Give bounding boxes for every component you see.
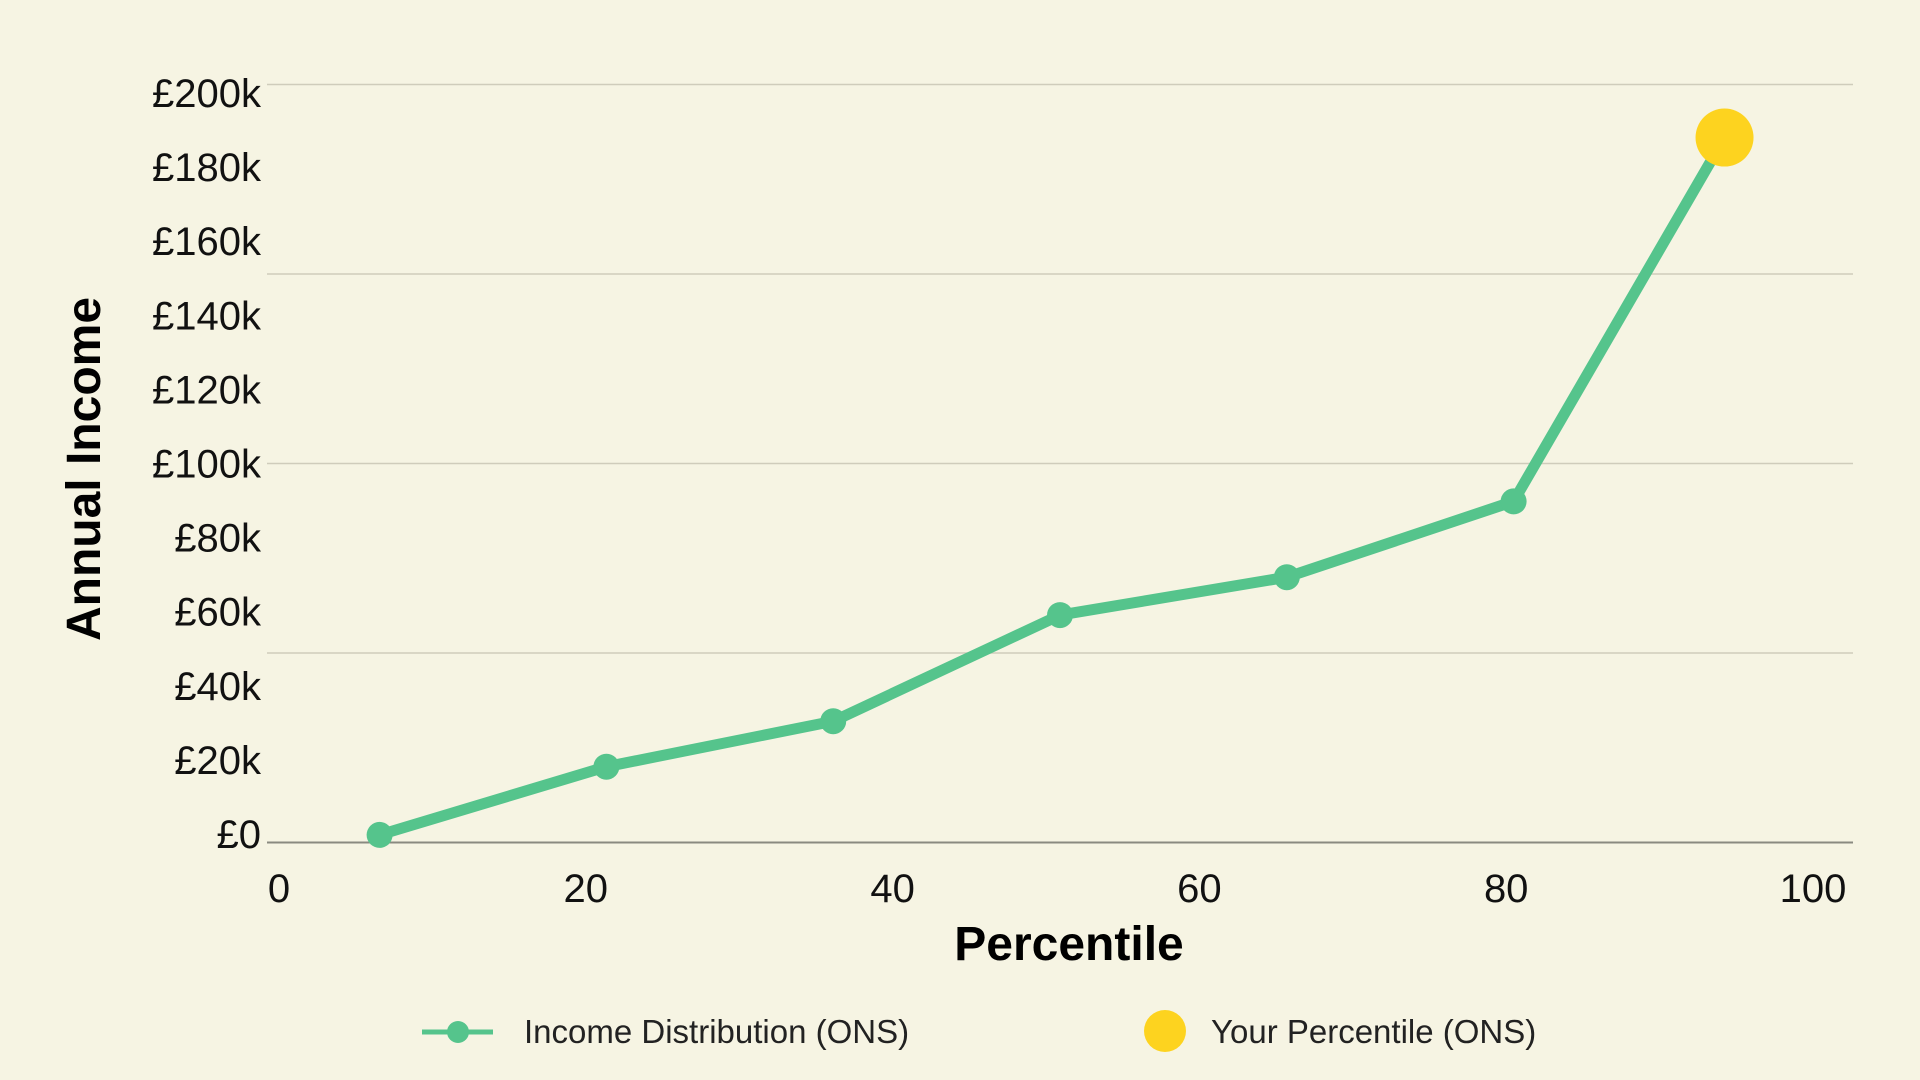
- legend: Income Distribution (ONS) Your Percentil…: [422, 1010, 1536, 1052]
- y-tick-label: £100k: [152, 443, 262, 487]
- y-axis-title: Annual Income: [58, 297, 111, 641]
- income-distribution-point[interactable]: [1273, 564, 1300, 591]
- series-layer: [366, 108, 1754, 848]
- legend-label: Your Percentile (ONS): [1211, 1013, 1536, 1050]
- x-tick-label: 100: [1780, 867, 1847, 911]
- x-tick-label: 0: [268, 867, 290, 911]
- y-tick-label: £40k: [174, 665, 262, 709]
- income-distribution-point[interactable]: [1047, 602, 1073, 629]
- income-distribution-point[interactable]: [820, 708, 847, 735]
- x-axis-ticks: 0 20 40 60 80 100: [268, 867, 1847, 911]
- legend-label: Income Distribution (ONS): [524, 1013, 909, 1050]
- y-axis-ticks: £200k £180k £160k £140k £120k £100k £80k £60k £4…: [152, 72, 262, 857]
- x-tick-label: 60: [1177, 867, 1222, 911]
- income-distribution-point[interactable]: [1500, 488, 1527, 515]
- your-percentile-point[interactable]: [1695, 108, 1754, 167]
- y-tick-label: £140k: [152, 294, 262, 338]
- legend-marker-icon: [447, 1021, 469, 1043]
- x-tick-label: 80: [1484, 867, 1529, 911]
- y-tick-label: £20k: [174, 739, 262, 783]
- x-tick-label: 40: [870, 867, 915, 911]
- income-distribution-line: [374, 132, 1731, 841]
- income-distribution-point[interactable]: [366, 821, 393, 848]
- y-tick-label: £180k: [152, 146, 262, 190]
- y-tick-label: £0: [217, 813, 262, 857]
- gridlines: [267, 83, 1853, 844]
- income-distribution-point[interactable]: [593, 753, 620, 780]
- legend-item-your-percentile[interactable]: Your Percentile (ONS): [1144, 1010, 1536, 1052]
- y-tick-label: £200k: [152, 72, 262, 116]
- y-tick-label: £160k: [152, 220, 262, 264]
- y-tick-label: £120k: [152, 368, 262, 412]
- y-tick-label: £80k: [174, 517, 262, 561]
- legend-item-income-distribution[interactable]: Income Distribution (ONS): [422, 1013, 909, 1050]
- x-axis-title: Percentile: [954, 918, 1183, 971]
- y-tick-label: £60k: [174, 591, 262, 635]
- legend-dot-icon: [1144, 1010, 1186, 1052]
- x-tick-label: 20: [564, 867, 609, 911]
